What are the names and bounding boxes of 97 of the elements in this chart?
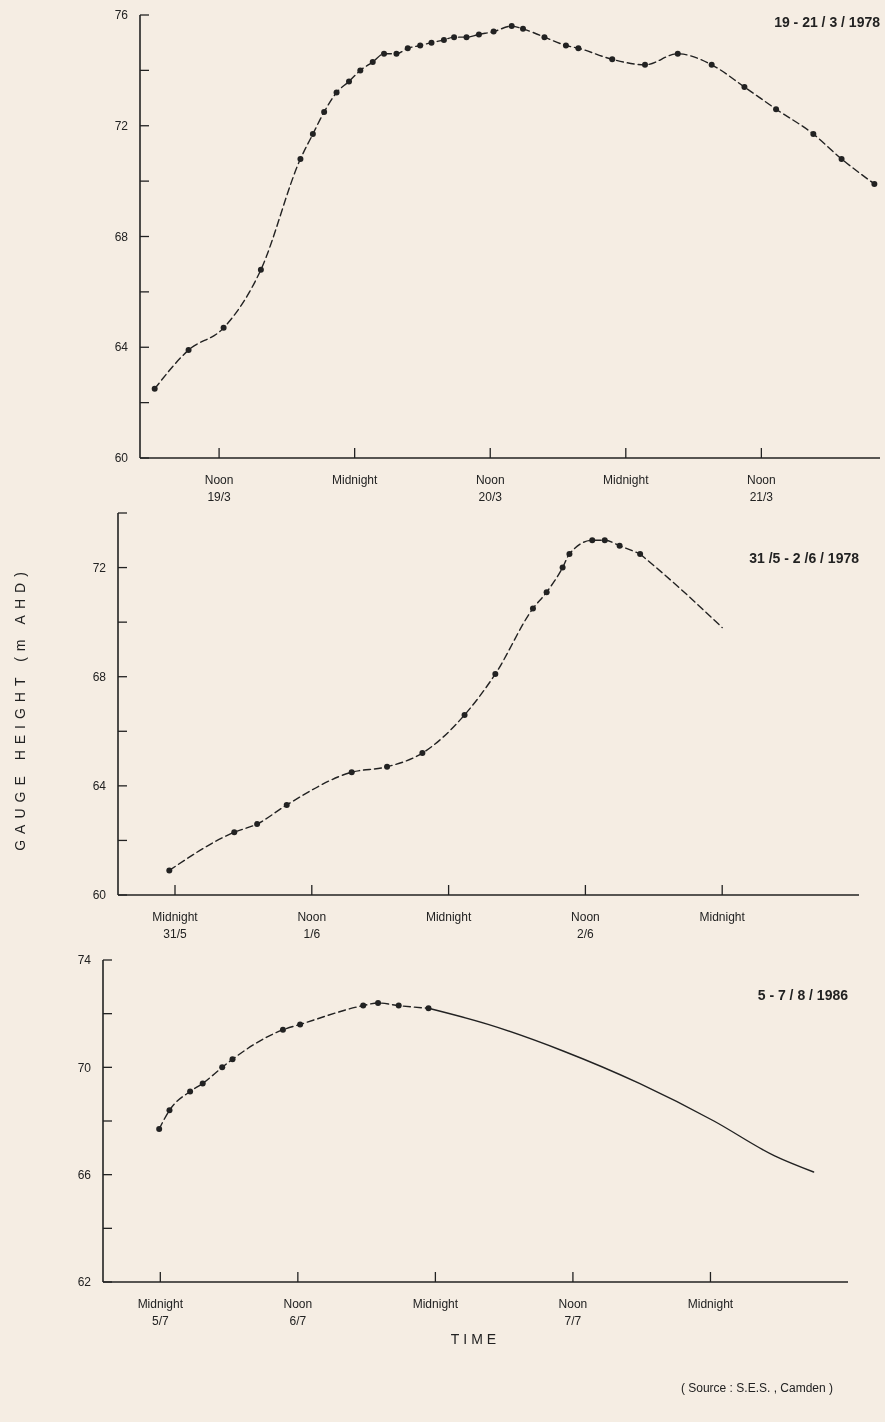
- point: [231, 829, 238, 836]
- point: [461, 711, 468, 718]
- x-tick-label: Noon 2/6: [571, 910, 600, 941]
- y-tick-label: 66: [77, 1167, 92, 1182]
- point: [492, 670, 499, 677]
- point: [562, 42, 569, 49]
- point: [451, 34, 458, 41]
- point: [185, 347, 192, 354]
- point: [566, 550, 573, 557]
- point: [674, 50, 681, 57]
- point: [156, 1126, 163, 1133]
- y-tick-label: 60: [114, 451, 129, 466]
- point: [229, 1056, 236, 1063]
- point: [543, 589, 550, 596]
- y-tick-label: 62: [77, 1275, 92, 1290]
- point: [348, 769, 355, 776]
- point: [475, 31, 482, 38]
- x-tick-label: Midnight 31/5: [152, 910, 199, 941]
- point: [199, 1080, 206, 1087]
- point: [463, 34, 470, 41]
- y-tick-label: 72: [92, 560, 107, 575]
- point: [838, 155, 845, 162]
- x-axis-title: TIME: [450, 1331, 501, 1347]
- x-tick-label: Midnight: [687, 1297, 734, 1311]
- x-tick-label: Midnight: [331, 473, 378, 487]
- x-tick-label: Noon 6/7: [283, 1297, 313, 1328]
- point: [220, 324, 227, 331]
- point: [151, 385, 158, 392]
- point: [871, 180, 878, 187]
- y-tick-label: 68: [114, 229, 129, 244]
- x-tick-label: Midnight 5/7: [137, 1297, 184, 1328]
- point: [297, 1021, 304, 1028]
- point: [616, 542, 623, 549]
- point: [357, 67, 364, 74]
- text: 5 - 7 / 8 / 1986: [757, 987, 849, 1003]
- point: [333, 89, 340, 96]
- point: [254, 821, 261, 828]
- y-tick-label: 72: [114, 118, 129, 133]
- point: [508, 23, 515, 30]
- point: [297, 155, 304, 162]
- point: [321, 108, 328, 115]
- text: ( Source : S.E.S. , Camden ): [680, 1381, 833, 1395]
- x-tick-label: Noon 7/7: [558, 1297, 588, 1328]
- x-tick-label: Noon 20/3: [475, 473, 505, 504]
- y-tick-label: 64: [92, 779, 107, 794]
- point: [166, 1107, 173, 1114]
- point: [490, 28, 497, 35]
- point: [404, 45, 411, 52]
- point: [360, 1002, 367, 1009]
- x-tick-label: Midnight: [699, 910, 746, 924]
- point: [575, 45, 582, 52]
- point: [589, 537, 596, 544]
- point: [601, 537, 608, 544]
- point: [219, 1064, 226, 1071]
- point: [309, 131, 316, 138]
- chart-title: 19 - 21 / 3 / 1978: [774, 14, 881, 30]
- point: [708, 61, 715, 68]
- x-tick-label: Noon 21/3: [747, 473, 776, 504]
- point: [279, 1026, 286, 1033]
- x-tick-label: Noon 1/6: [297, 910, 327, 941]
- point: [384, 763, 391, 770]
- point: [810, 131, 817, 138]
- x-tick-label: Noon 19/3: [204, 473, 234, 504]
- point: [381, 50, 388, 57]
- point: [375, 999, 382, 1006]
- point: [559, 564, 566, 571]
- x-tick-label: Midnight: [412, 1297, 459, 1311]
- point: [773, 106, 780, 113]
- point: [283, 801, 290, 808]
- point: [609, 56, 616, 63]
- x-tick-label: Midnight: [603, 473, 650, 487]
- point: [166, 867, 173, 874]
- y-axis-title: GAUGE HEIGHT (m AHD): [12, 566, 28, 851]
- point: [395, 1002, 402, 1009]
- point: [428, 39, 435, 46]
- point: [440, 36, 447, 43]
- point: [187, 1088, 194, 1095]
- y-tick-label: 70: [77, 1060, 92, 1075]
- point: [741, 83, 748, 90]
- y-tick-label: 76: [114, 8, 129, 23]
- point: [519, 25, 526, 32]
- y-tick-label: 64: [114, 340, 129, 355]
- point: [637, 550, 644, 557]
- point: [529, 605, 536, 612]
- point: [541, 34, 548, 41]
- point: [393, 50, 400, 57]
- point: [369, 59, 376, 66]
- point: [257, 266, 264, 273]
- point: [417, 42, 424, 49]
- point: [346, 78, 353, 85]
- point: [642, 61, 649, 68]
- text: 31 /5 - 2 /6 / 1978: [749, 550, 860, 566]
- x-tick-label: Midnight: [425, 910, 472, 924]
- point: [419, 750, 426, 757]
- y-tick-label: 74: [77, 953, 92, 968]
- y-tick-label: 60: [92, 888, 107, 903]
- y-tick-label: 68: [92, 669, 107, 684]
